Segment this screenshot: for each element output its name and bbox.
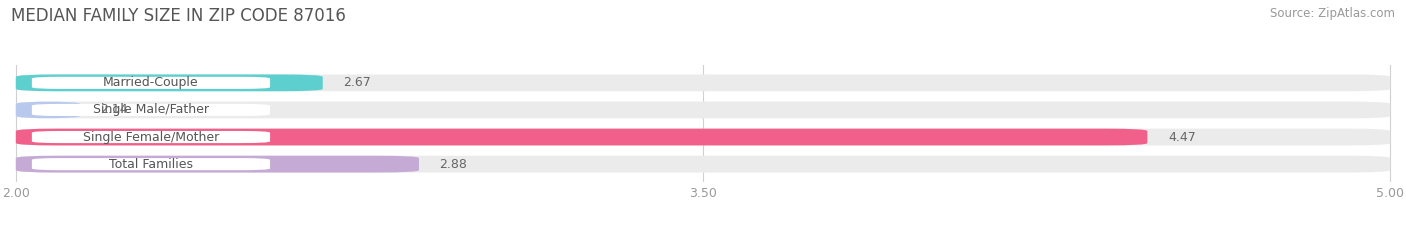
Text: 2.67: 2.67	[343, 76, 371, 89]
Text: 2.88: 2.88	[440, 158, 467, 171]
Text: Total Families: Total Families	[110, 158, 193, 171]
FancyBboxPatch shape	[15, 129, 1147, 145]
FancyBboxPatch shape	[15, 156, 419, 172]
FancyBboxPatch shape	[15, 129, 1391, 145]
FancyBboxPatch shape	[32, 158, 270, 170]
Text: Single Male/Father: Single Male/Father	[93, 103, 209, 116]
FancyBboxPatch shape	[32, 77, 270, 89]
FancyBboxPatch shape	[15, 75, 1391, 91]
FancyBboxPatch shape	[15, 75, 323, 91]
Text: 4.47: 4.47	[1168, 130, 1195, 144]
Text: Married-Couple: Married-Couple	[103, 76, 198, 89]
FancyBboxPatch shape	[15, 102, 80, 118]
Text: Source: ZipAtlas.com: Source: ZipAtlas.com	[1270, 7, 1395, 20]
FancyBboxPatch shape	[32, 104, 270, 116]
Text: Single Female/Mother: Single Female/Mother	[83, 130, 219, 144]
FancyBboxPatch shape	[15, 102, 1391, 118]
FancyBboxPatch shape	[32, 131, 270, 143]
FancyBboxPatch shape	[15, 156, 1391, 172]
Text: MEDIAN FAMILY SIZE IN ZIP CODE 87016: MEDIAN FAMILY SIZE IN ZIP CODE 87016	[11, 7, 346, 25]
Text: 2.14: 2.14	[101, 103, 128, 116]
